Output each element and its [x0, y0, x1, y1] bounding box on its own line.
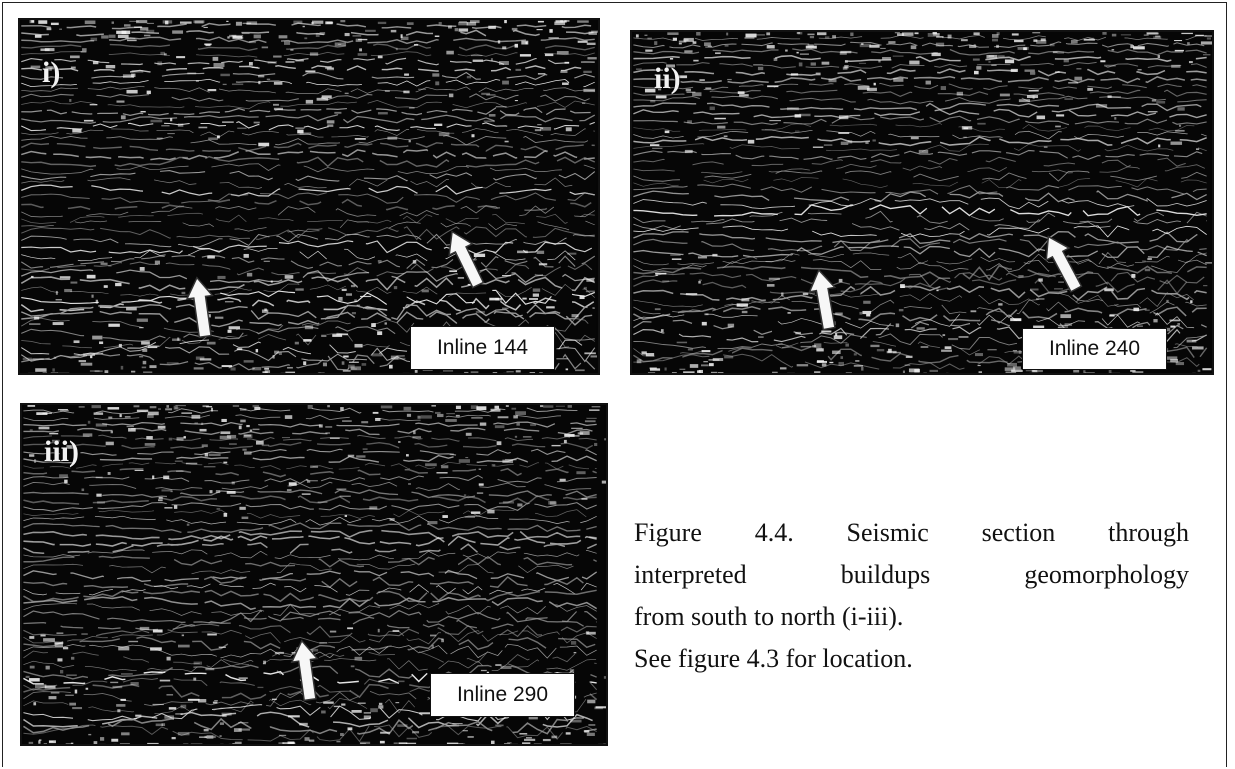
- inline-label-i: Inline 144: [410, 326, 555, 370]
- seismic-image-ii: [632, 32, 1212, 373]
- arrow-icon: [185, 276, 214, 339]
- seismic-panel-ii: ii) Inline 240: [630, 30, 1214, 375]
- arrow-icon: [448, 230, 485, 289]
- caption-line-1: Figure 4.4. Seismic section through: [634, 518, 1189, 547]
- seismic-image-i: [20, 20, 598, 373]
- inline-label-ii: Inline 240: [1022, 328, 1167, 370]
- arrow-icon: [1045, 235, 1083, 293]
- panel-label-iii: iii): [44, 435, 79, 468]
- panel-label-ii: ii): [654, 62, 681, 95]
- arrow-icon: [808, 268, 837, 331]
- arrow-icon: [290, 639, 319, 702]
- caption-line-3: from south to north (i-iii).: [634, 602, 904, 631]
- figure-caption: Figure 4.4. Seismic section through inte…: [634, 512, 1189, 680]
- caption-line-2: interpreted buildups geomorphology: [634, 560, 1189, 589]
- inline-label-iii: Inline 290: [430, 673, 575, 717]
- panel-label-i: i): [42, 56, 61, 89]
- caption-line-4: See figure 4.3 for location.: [634, 644, 913, 673]
- seismic-panel-i: i) Inline 144: [18, 18, 600, 375]
- seismic-panel-iii: iii) Inline 290: [20, 403, 608, 746]
